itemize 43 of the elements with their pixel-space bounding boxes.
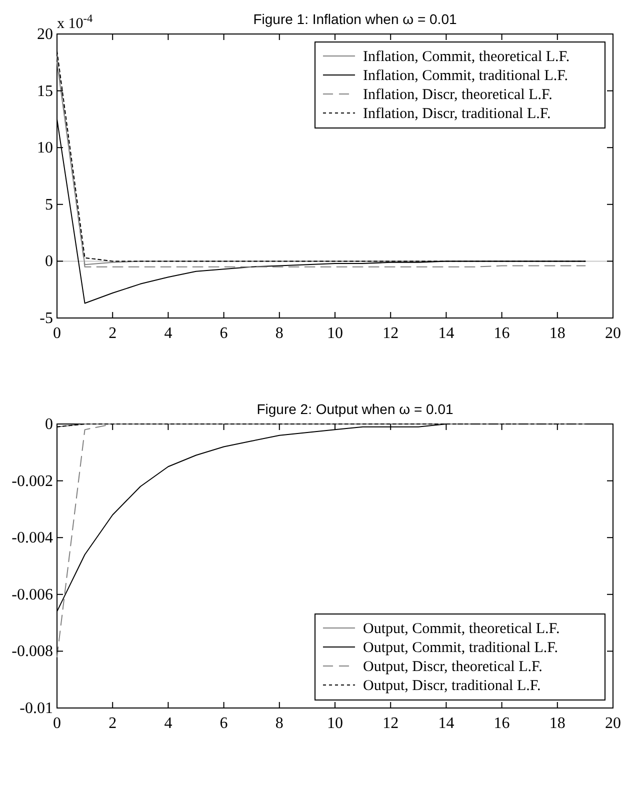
y-tick-label: -5 [40, 310, 53, 327]
y-tick-label: -0.01 [20, 700, 53, 717]
x-tick-label: 20 [605, 715, 621, 732]
chart-title: Figure 1: Inflation when ω = 0.01 [253, 11, 457, 27]
legend-label: Output, Discr, theoretical L.F. [363, 659, 542, 675]
x-tick-label: 6 [220, 715, 228, 732]
x-tick-label: 18 [549, 715, 566, 732]
x-tick-label: 2 [108, 325, 117, 342]
text: x 10$^{-4}$ [57, 13, 93, 32]
x-tick-label: 10 [327, 715, 343, 732]
x-tick-label: 14 [438, 325, 454, 342]
x-tick-label: 2 [108, 715, 117, 732]
legend-label: Inflation, Commit, traditional L.F. [363, 68, 568, 84]
chart-title: Figure 2: Output when ω = 0.01 [256, 401, 454, 417]
y-tick-label: -0.006 [12, 586, 53, 604]
x-tick-label: 18 [549, 325, 566, 342]
y-tick-label: -0.004 [12, 530, 53, 547]
legend-label: Output, Commit, traditional L.F. [363, 640, 558, 656]
y-tick-label: -0.008 [12, 643, 53, 660]
y-tick-label: 0 [45, 416, 53, 433]
x-tick-label: 14 [438, 715, 454, 732]
x-tick-label: 16 [494, 325, 510, 342]
x-tick-label: 8 [275, 325, 284, 342]
legend-label: Inflation, Commit, theoretical L.F. [363, 49, 570, 65]
x-tick-label: 20 [605, 325, 621, 342]
x-tick-label: 8 [275, 715, 284, 732]
x-tick-label: 4 [164, 715, 172, 732]
x-tick-label: 10 [327, 325, 343, 342]
legend-label: Output, Discr, traditional L.F. [363, 678, 541, 694]
x-tick-label: 16 [494, 715, 510, 732]
y-tick-label: 0 [45, 253, 53, 270]
y-tick-label: 20 [37, 26, 53, 43]
legend-label: Output, Commit, theoretical L.F. [363, 621, 560, 637]
x-tick-label: 12 [382, 715, 399, 732]
y-tick-label: -0.002 [12, 472, 53, 490]
legend-label: Inflation, Discr, theoretical L.F. [363, 87, 552, 103]
y-tick-label: 10 [37, 140, 53, 157]
x-tick-label: 4 [164, 325, 172, 342]
x-tick-label: 12 [382, 325, 399, 342]
y-tick-label: 5 [45, 196, 53, 214]
x-tick-label: 6 [220, 325, 228, 342]
y-tick-label: 15 [37, 82, 53, 100]
legend-label: Inflation, Discr, traditional L.F. [363, 106, 551, 122]
